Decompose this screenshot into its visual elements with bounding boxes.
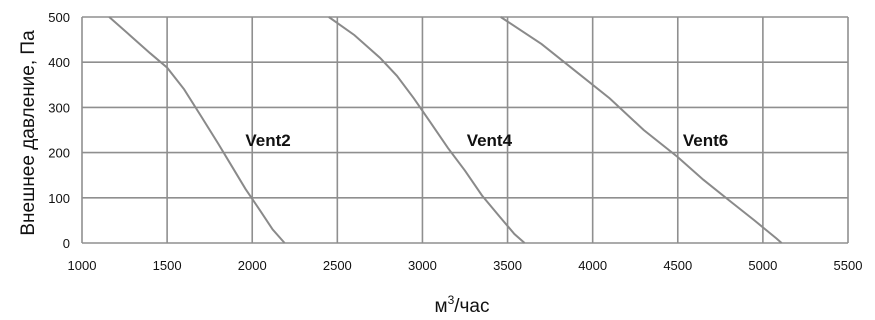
x-tick-label-4000: 4000 (578, 258, 607, 273)
x-tick-label-3000: 3000 (408, 258, 437, 273)
x-tick-label-2000: 2000 (238, 258, 267, 273)
y-tick-label-0: 0 (63, 236, 70, 251)
x-tick-label-2500: 2500 (323, 258, 352, 273)
y-tick-label-500: 500 (48, 10, 70, 25)
x-axis-title-rest: /час (454, 296, 489, 317)
x-tick-label-4500: 4500 (663, 258, 692, 273)
grid (81, 16, 849, 244)
x-axis-title: м3/час (435, 293, 490, 317)
y-tick-label-400: 400 (48, 55, 70, 70)
y-axis-ticks: 0 100 200 300 400 500 (48, 10, 70, 251)
curves (108, 16, 783, 244)
y-tick-label-200: 200 (48, 146, 70, 161)
series-line-vent6 (500, 16, 783, 244)
x-tick-label-1000: 1000 (68, 258, 97, 273)
series-label-vent2: Vent2 (245, 131, 290, 150)
series-line-vent4 (328, 16, 526, 244)
y-tick-label-100: 100 (48, 191, 70, 206)
x-tick-label-1500: 1500 (153, 258, 182, 273)
series-label-vent4: Vent4 (467, 131, 513, 150)
x-tick-label-3500: 3500 (493, 258, 522, 273)
x-tick-label-5500: 5500 (834, 258, 863, 273)
y-tick-label-300: 300 (48, 100, 70, 115)
series-labels: Vent2 Vent4 Vent6 (245, 131, 728, 150)
y-axis-title: Внешнее давление, Па (18, 30, 39, 236)
series-label-vent6: Vent6 (683, 131, 728, 150)
x-tick-label-5000: 5000 (748, 258, 777, 273)
series-line-vent2 (108, 16, 286, 244)
x-axis-title-sup: 3 (448, 293, 455, 307)
x-axis-ticks: 1000 1500 2000 2500 3000 3500 4000 4500 5000 5500 (68, 258, 863, 273)
x-axis-title-base: м (435, 296, 448, 317)
